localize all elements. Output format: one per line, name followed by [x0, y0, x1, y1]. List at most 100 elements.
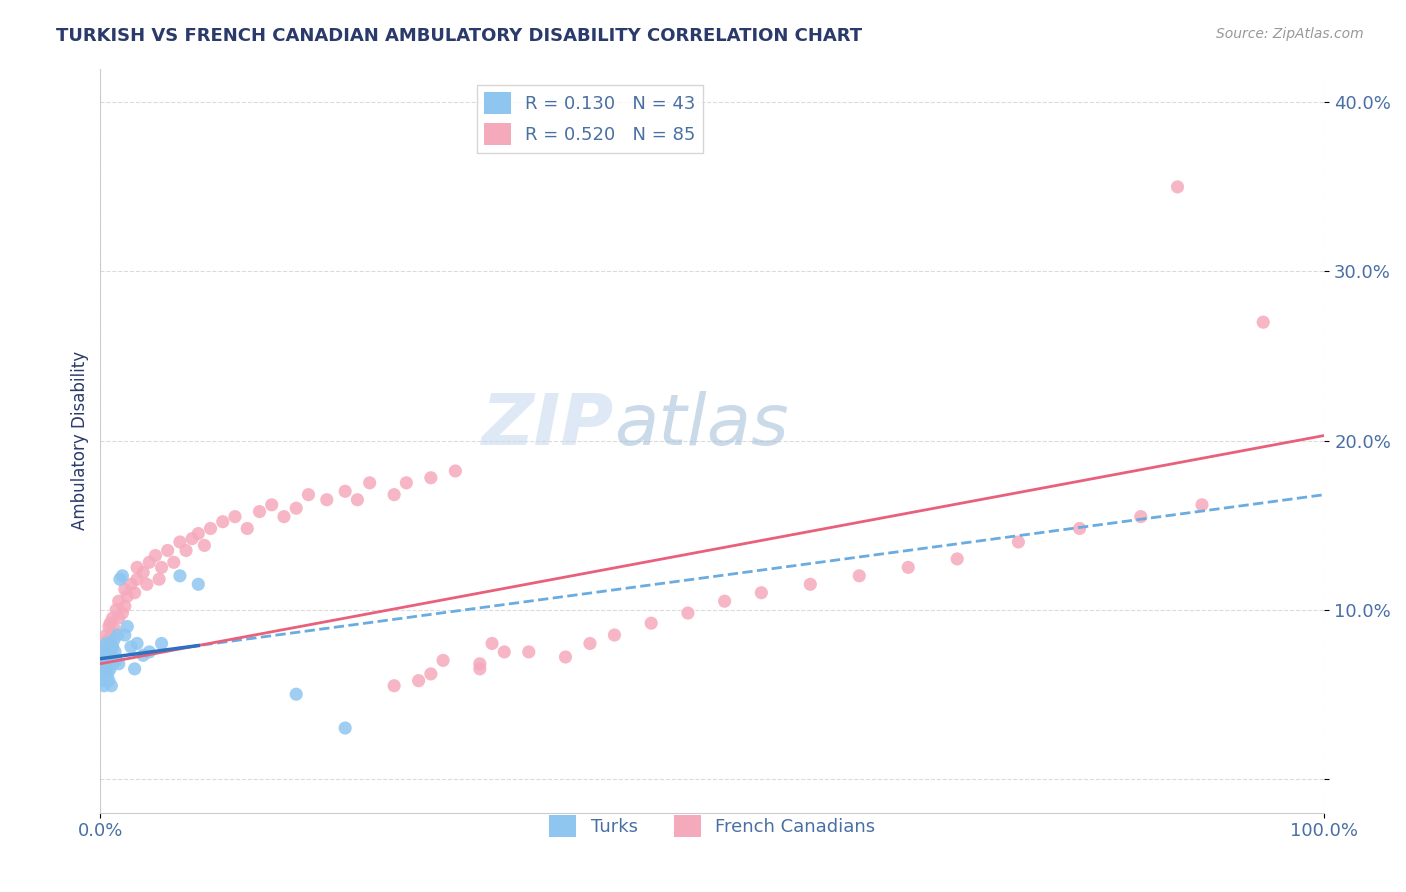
Point	[419, 471, 441, 485]
Point	[554, 650, 576, 665]
Point	[91, 673, 114, 688]
Point	[132, 648, 155, 663]
Point	[98, 662, 121, 676]
Point	[517, 645, 540, 659]
Point	[93, 657, 115, 671]
Point	[98, 616, 121, 631]
Point	[107, 628, 129, 642]
Point	[105, 602, 128, 616]
Point	[114, 599, 136, 614]
Point	[135, 577, 157, 591]
Point	[333, 721, 356, 735]
Point	[91, 650, 114, 665]
Point	[96, 670, 118, 684]
Point	[97, 645, 120, 659]
Point	[125, 560, 148, 574]
Point	[150, 636, 173, 650]
Point	[193, 538, 215, 552]
Text: ZIP: ZIP	[482, 392, 614, 460]
Point	[1251, 315, 1274, 329]
Point	[1069, 521, 1091, 535]
Point	[946, 552, 969, 566]
Point	[94, 640, 117, 654]
Point	[93, 636, 115, 650]
Point	[97, 673, 120, 688]
Point	[104, 645, 127, 659]
Point	[346, 492, 368, 507]
Point	[96, 648, 118, 663]
Point	[125, 572, 148, 586]
Point	[94, 665, 117, 680]
Point	[494, 645, 516, 659]
Point	[97, 633, 120, 648]
Point	[103, 633, 125, 648]
Point	[94, 653, 117, 667]
Point	[382, 679, 405, 693]
Point	[408, 673, 430, 688]
Point	[97, 650, 120, 665]
Point	[117, 589, 139, 603]
Point	[285, 687, 308, 701]
Point	[749, 586, 772, 600]
Point	[97, 650, 120, 665]
Point	[94, 640, 117, 654]
Point	[107, 594, 129, 608]
Point	[481, 636, 503, 650]
Point	[132, 566, 155, 580]
Point	[432, 653, 454, 667]
Point	[273, 509, 295, 524]
Point	[98, 636, 121, 650]
Point	[468, 657, 491, 671]
Point	[150, 560, 173, 574]
Point	[848, 569, 870, 583]
Point	[90, 657, 112, 671]
Point	[101, 611, 124, 625]
Point	[101, 640, 124, 654]
Point	[100, 679, 122, 693]
Point	[315, 492, 337, 507]
Point	[333, 484, 356, 499]
Y-axis label: Ambulatory Disability: Ambulatory Disability	[72, 351, 89, 530]
Point	[148, 572, 170, 586]
Point	[187, 526, 209, 541]
Point	[120, 577, 142, 591]
Text: atlas: atlas	[614, 392, 789, 460]
Point	[138, 645, 160, 659]
Point	[603, 628, 626, 642]
Point	[93, 645, 115, 659]
Point	[96, 636, 118, 650]
Point	[676, 606, 699, 620]
Text: TURKISH VS FRENCH CANADIAN AMBULATORY DISABILITY CORRELATION CHART: TURKISH VS FRENCH CANADIAN AMBULATORY DI…	[56, 27, 862, 45]
Point	[100, 628, 122, 642]
Point	[169, 535, 191, 549]
Point	[94, 653, 117, 667]
Point	[444, 464, 467, 478]
Point	[145, 549, 167, 563]
Point	[107, 657, 129, 671]
Text: Source: ZipAtlas.com: Source: ZipAtlas.com	[1216, 27, 1364, 41]
Point	[897, 560, 920, 574]
Point	[713, 594, 735, 608]
Point	[297, 488, 319, 502]
Point	[359, 475, 381, 490]
Point	[93, 679, 115, 693]
Point	[419, 667, 441, 681]
Point	[285, 501, 308, 516]
Point	[579, 636, 602, 650]
Point	[124, 586, 146, 600]
Point	[96, 660, 118, 674]
Point	[107, 611, 129, 625]
Point	[1129, 509, 1152, 524]
Point	[138, 555, 160, 569]
Point	[111, 569, 134, 583]
Point	[174, 543, 197, 558]
Point	[156, 543, 179, 558]
Point	[125, 636, 148, 650]
Point	[169, 569, 191, 583]
Point	[120, 640, 142, 654]
Point	[236, 521, 259, 535]
Point	[97, 640, 120, 654]
Point	[1166, 180, 1188, 194]
Point	[93, 650, 115, 665]
Point	[395, 475, 418, 490]
